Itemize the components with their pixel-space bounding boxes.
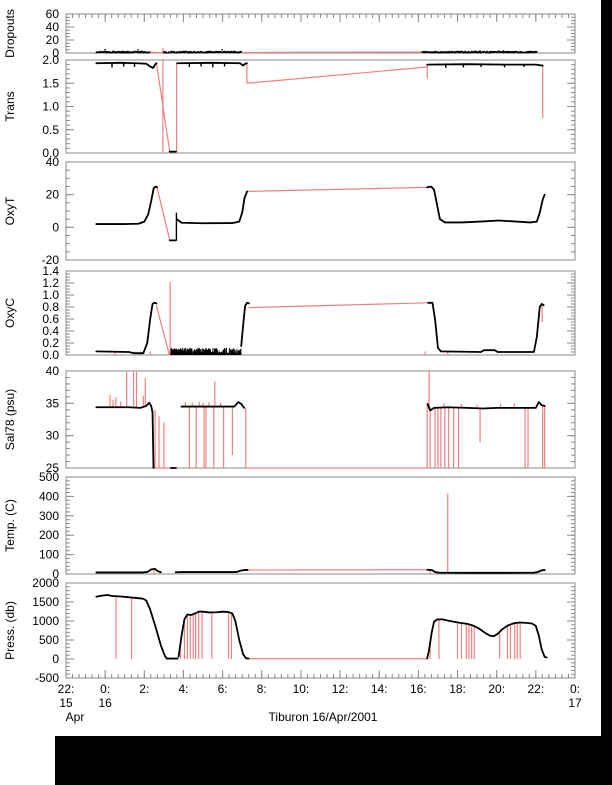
xtick-label: 0: [570,682,580,696]
ytick-label-oxyc: 0.2 [42,336,59,350]
panel-trans: 0.0 0.5 1.0 1.5 2.0 Trans [3,53,576,160]
ytick-label-oxyc: 1.2 [42,276,59,290]
ylabel-dropouts: Dropouts [3,9,17,58]
panel-oxyc: 0.00.20.40.60.81.01.21.4 OxyC [3,264,576,362]
ytick-label-temp: 100 [39,548,59,562]
ytick-label-dropouts: 60 [46,7,60,21]
ytick-label-trans: 1.5 [42,76,59,90]
xtick-label: 22: [58,682,75,696]
ytick-label-sal78: 25 [46,461,60,475]
ytick-label-oxyc: 1.0 [42,288,59,302]
month-label: Apr [66,710,85,724]
ytick-label-oxyc: 0.8 [42,300,59,314]
ytick-label-sal78: 35 [46,396,60,410]
panel-temp: 0 100 200 300 400 500 Temp. (C) [3,470,576,581]
series-oxyc [95,281,545,356]
ytick-label-press: 500 [39,633,59,647]
x-axis: 22: 0: 2: 4: 6: 8: 10: 12: 14: 16: 18: 20: 22: 0: 15 16… [58,14,582,710]
ytick-label-oxyc: 0.0 [42,348,59,362]
ytick-label-oxyc: 0.4 [42,324,59,338]
xtick-label: 4: [178,682,188,696]
ytick-label-temp: 300 [39,509,59,523]
ytick-label-press: 2000 [32,576,59,590]
ylabel-oxyt: OxyT [3,196,17,225]
xtick-label: 22: [528,682,545,696]
plot-title: Tiburon 16/Apr/2001 [269,710,378,724]
ytick-label-dropouts: 40 [46,20,60,34]
ytick-label-oxyc: 1.4 [42,264,59,278]
ytick-label-dropouts: 20 [46,33,60,47]
ytick-label-trans: 2.0 [42,53,59,67]
day-label: 15 [59,696,73,710]
day-label: 17 [568,696,582,710]
xtick-label: 20: [488,682,505,696]
ytick-label-oxyt: 40 [46,155,60,169]
ytick-label-temp: 0 [52,567,59,581]
series-oxyt [95,185,546,242]
xtick-label: 12: [332,682,349,696]
xtick-label: 14: [371,682,388,696]
ytick-label-trans: 0.0 [42,146,59,160]
ylabel-sal78: Sal78 (psu) [3,389,17,450]
panel-oxyt: -20 0 20 40 OxyT [3,155,576,267]
ytick-label-press: 1000 [32,614,59,628]
xtick-label: 8: [257,682,267,696]
series-sal78 [95,371,546,469]
right-black-bar [601,0,612,785]
xtick-label: 18: [449,682,466,696]
ytick-label-temp: 200 [39,528,59,542]
ytick-label-trans: 0.5 [42,123,59,137]
xtick-label: 0: [100,682,110,696]
xtick-label: 16: [410,682,427,696]
xtick-label: 2: [139,682,149,696]
ylabel-trans: Trans [3,91,17,121]
ytick-label-press: 0 [52,652,59,666]
ylabel-temp: Temp. (C) [3,499,17,552]
ytick-label-temp: 400 [39,489,59,503]
panel-press: -500 0 500 1000 1500 2000 Press. (db) [3,576,576,685]
ytick-label-dropouts: 0 [52,46,59,60]
ytick-label-oxyt: 0 [52,220,59,234]
ylabel-oxyc: OxyC [3,298,17,328]
series-trans [95,60,544,153]
series-dropouts [95,47,538,54]
ytick-label-press: 1500 [32,595,59,609]
ytick-label-oxyc: 0.6 [42,312,59,326]
ytick-label-trans: 1.0 [42,100,59,114]
series-press [95,594,548,660]
xtick-label: 10: [293,682,310,696]
ytick-label-sal78: 40 [46,364,60,378]
panel-sal78: 25 30 35 40 Sal78 (psu) [3,364,576,475]
xtick-label: 6: [218,682,228,696]
ylabel-press: Press. (db) [3,601,17,660]
series-temp [95,493,546,574]
bottom-black-bar [55,736,612,785]
ytick-label-oxyt: -20 [42,253,60,267]
ytick-label-temp: 500 [39,470,59,484]
day-label: 16 [98,696,112,710]
ytick-label-press: -500 [35,671,59,685]
ytick-label-sal78: 30 [46,429,60,443]
ytick-label-oxyt: 20 [46,188,60,202]
